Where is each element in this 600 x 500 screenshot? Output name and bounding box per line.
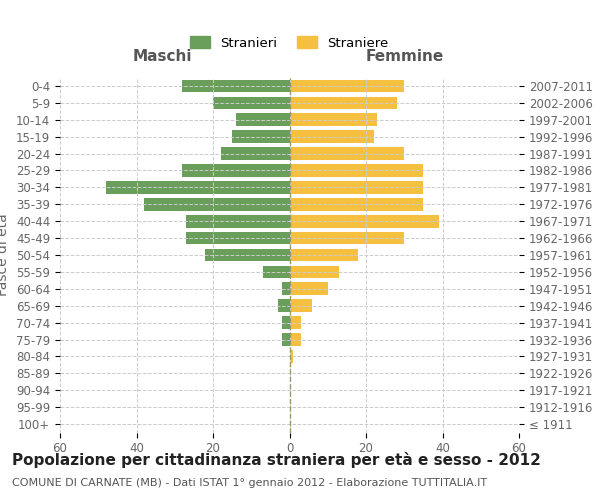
Y-axis label: Fasce di età: Fasce di età <box>0 214 10 296</box>
Bar <box>221 147 290 160</box>
Bar <box>290 181 424 194</box>
Bar <box>290 316 301 329</box>
Bar <box>290 333 301 346</box>
Bar <box>290 130 374 143</box>
Bar <box>290 147 404 160</box>
Bar <box>290 282 328 295</box>
Bar <box>290 350 293 363</box>
Text: COMUNE DI CARNATE (MB) - Dati ISTAT 1° gennaio 2012 - Elaborazione TUTTITALIA.IT: COMUNE DI CARNATE (MB) - Dati ISTAT 1° g… <box>12 478 487 488</box>
Bar <box>106 181 290 194</box>
Bar <box>290 80 404 92</box>
Bar <box>290 114 377 126</box>
Bar <box>290 266 339 278</box>
Bar <box>290 215 439 228</box>
Bar <box>282 282 290 295</box>
Text: Femmine: Femmine <box>366 49 444 64</box>
Bar <box>182 164 290 177</box>
Bar <box>290 232 404 244</box>
Text: Maschi: Maschi <box>132 49 192 64</box>
Bar <box>290 248 358 262</box>
Bar <box>186 215 290 228</box>
Legend: Stranieri, Straniere: Stranieri, Straniere <box>185 31 394 55</box>
Bar <box>278 300 290 312</box>
Bar <box>236 114 290 126</box>
Bar <box>182 80 290 92</box>
Bar <box>263 266 290 278</box>
Bar <box>232 130 290 143</box>
Bar <box>282 333 290 346</box>
Bar <box>290 198 424 210</box>
Bar <box>144 198 290 210</box>
Bar <box>290 96 397 109</box>
Bar <box>282 316 290 329</box>
Bar <box>290 300 313 312</box>
Bar <box>213 96 290 109</box>
Bar <box>290 164 424 177</box>
Text: Popolazione per cittadinanza straniera per età e sesso - 2012: Popolazione per cittadinanza straniera p… <box>12 452 541 468</box>
Bar <box>186 232 290 244</box>
Y-axis label: Anni di nascita: Anni di nascita <box>596 204 600 306</box>
Bar <box>205 248 290 262</box>
